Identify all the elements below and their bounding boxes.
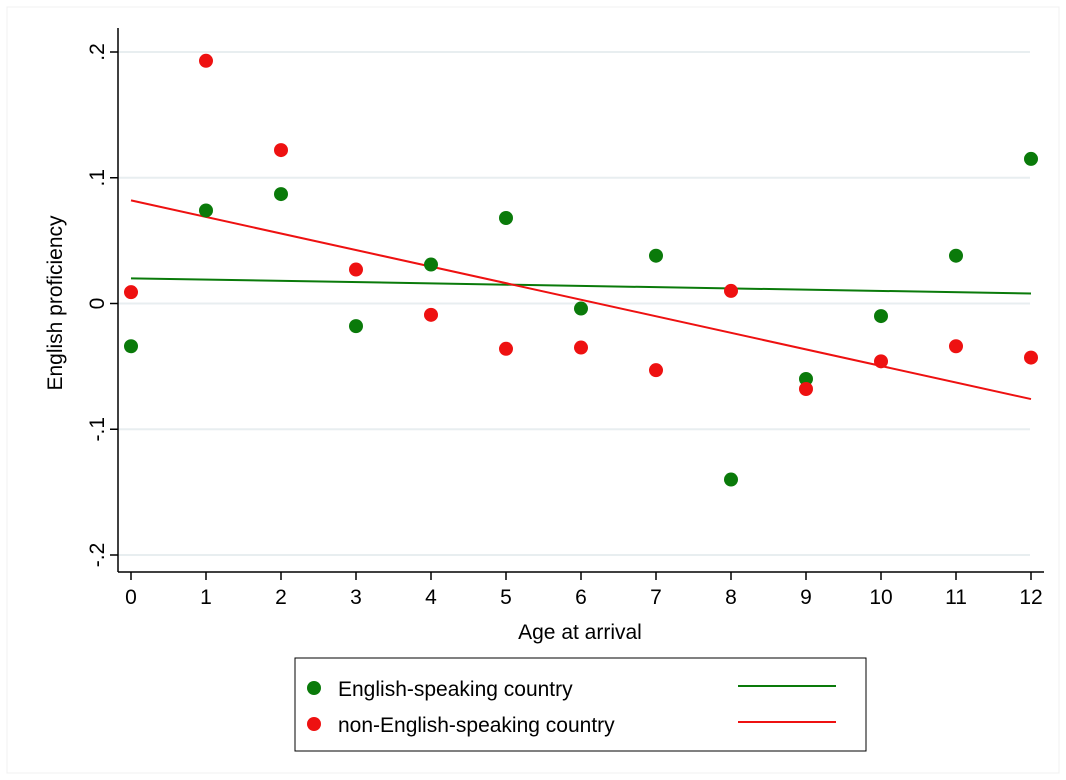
point-series-1-5: [499, 341, 513, 356]
point-series-1-1: [199, 53, 213, 68]
x-tick-label-12: 12: [1019, 586, 1042, 609]
point-series-0-9: [799, 371, 813, 386]
x-tick-label-8: 8: [725, 586, 737, 609]
legend: English-speaking country non-English-spe…: [294, 657, 867, 752]
x-tick-label-9: 9: [800, 586, 812, 609]
x-tick-label-4: 4: [425, 586, 437, 609]
y-tick-label-3: .1: [86, 169, 109, 187]
y-tick-label-4: .2: [86, 43, 109, 61]
point-series-0-11: [949, 248, 963, 263]
data-points: [124, 53, 1038, 487]
point-series-0-8: [724, 472, 738, 487]
y-tick-label-0: -.2: [86, 543, 109, 568]
point-series-0-1: [199, 203, 213, 218]
point-series-1-8: [724, 283, 738, 298]
point-series-0-2: [274, 187, 288, 202]
point-series-1-11: [949, 339, 963, 354]
chart-background: [6, 6, 1060, 774]
x-tick-label-0: 0: [125, 586, 137, 609]
y-axis-ticks: -.2 -.1 0 .1 .2: [86, 43, 118, 567]
legend-marker-english: [307, 681, 321, 695]
x-tick-label-5: 5: [500, 586, 512, 609]
point-series-0-4: [424, 257, 438, 272]
y-axis-title: English proficiency: [44, 215, 67, 391]
x-axis-ticks: 0 1 2 3 4 5 6 7 8 9 10 11 12: [125, 572, 1043, 609]
point-series-1-12: [1024, 350, 1038, 365]
legend-label-non-english: non-English-speaking country: [338, 714, 615, 737]
point-series-1-9: [799, 382, 813, 397]
grid-lines: [118, 51, 1030, 556]
point-series-0-5: [499, 210, 513, 225]
point-series-1-2: [274, 143, 288, 158]
y-tick-label-1: -.1: [86, 417, 109, 442]
x-tick-label-7: 7: [650, 586, 662, 609]
point-series-1-0: [124, 285, 138, 300]
x-tick-label-3: 3: [350, 586, 362, 609]
point-series-1-3: [349, 262, 363, 277]
point-series-0-7: [649, 248, 663, 263]
x-tick-label-11: 11: [945, 586, 967, 609]
point-series-0-6: [574, 301, 588, 316]
point-series-0-0: [124, 339, 138, 354]
fit-line-series-0: [130, 277, 1032, 295]
point-series-1-6: [574, 340, 588, 355]
legend-box: [294, 657, 867, 752]
y-tick-label-2: 0: [86, 298, 109, 310]
point-series-1-7: [649, 363, 663, 378]
x-tick-label-2: 2: [275, 586, 287, 609]
x-tick-label-6: 6: [575, 586, 587, 609]
legend-label-english: English-speaking country: [338, 678, 573, 701]
x-tick-label-1: 1: [200, 586, 212, 609]
point-series-0-12: [1024, 151, 1038, 166]
point-series-0-3: [349, 319, 363, 334]
legend-marker-non-english: [307, 717, 321, 731]
x-axis-title: Age at arrival: [518, 621, 642, 644]
point-series-0-10: [874, 309, 888, 324]
point-series-1-10: [874, 354, 888, 369]
point-series-1-4: [424, 307, 438, 322]
x-tick-label-10: 10: [869, 586, 892, 609]
